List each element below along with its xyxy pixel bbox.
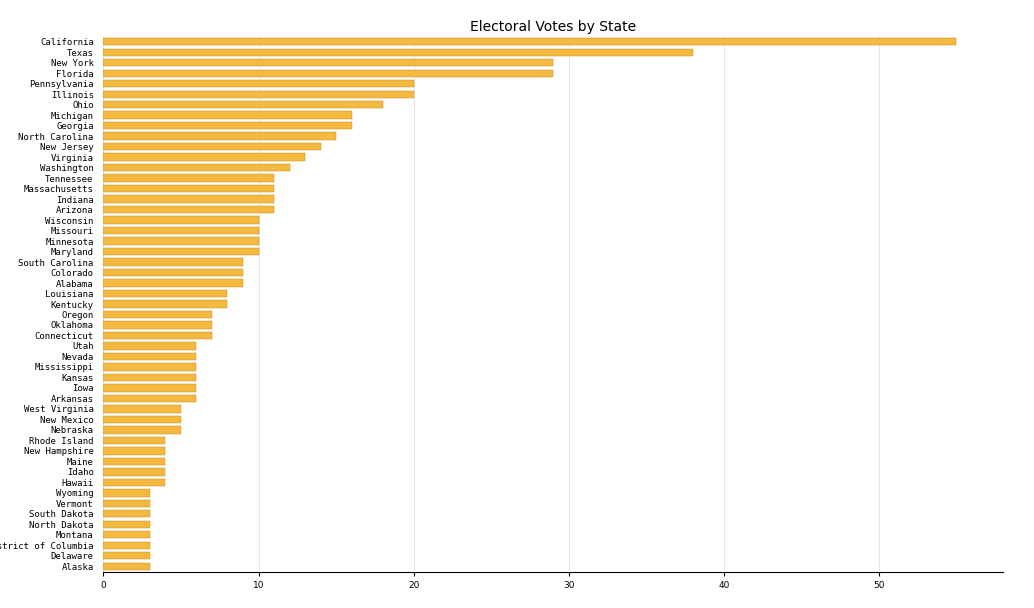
Bar — [103, 458, 165, 465]
Bar — [103, 500, 150, 507]
Bar — [103, 133, 336, 140]
Bar — [103, 426, 181, 434]
Bar — [103, 49, 693, 56]
Bar — [103, 206, 274, 213]
Bar — [103, 258, 243, 266]
Bar — [103, 321, 212, 329]
Bar — [103, 227, 258, 234]
Bar — [103, 80, 414, 88]
Bar — [103, 384, 196, 392]
Bar — [103, 562, 150, 570]
Bar — [103, 237, 258, 245]
Bar — [103, 363, 196, 371]
Bar — [103, 447, 165, 455]
Bar — [103, 300, 227, 308]
Bar — [103, 216, 258, 224]
Bar — [103, 342, 196, 350]
Bar — [103, 332, 212, 339]
Bar — [103, 468, 165, 475]
Bar — [103, 279, 243, 287]
Bar — [103, 248, 258, 255]
Bar — [103, 143, 321, 150]
Bar — [103, 510, 150, 517]
Bar — [103, 195, 274, 202]
Bar — [103, 38, 956, 46]
Bar — [103, 311, 212, 318]
Bar — [103, 489, 150, 497]
Bar — [103, 395, 196, 402]
Bar — [103, 542, 150, 549]
Bar — [103, 164, 290, 171]
Bar — [103, 122, 352, 130]
Bar — [103, 269, 243, 276]
Bar — [103, 290, 227, 297]
Bar — [103, 101, 383, 108]
Bar — [103, 374, 196, 381]
Bar — [103, 520, 150, 528]
Title: Electoral Votes by State: Electoral Votes by State — [470, 20, 636, 34]
Bar — [103, 353, 196, 360]
Bar — [103, 174, 274, 182]
Bar — [103, 416, 181, 423]
Bar — [103, 69, 553, 77]
Bar — [103, 59, 553, 66]
Bar — [103, 91, 414, 98]
Bar — [103, 111, 352, 119]
Bar — [103, 478, 165, 486]
Bar — [103, 531, 150, 539]
Bar — [103, 185, 274, 192]
Bar — [103, 552, 150, 559]
Bar — [103, 406, 181, 413]
Bar — [103, 153, 305, 161]
Bar — [103, 437, 165, 444]
